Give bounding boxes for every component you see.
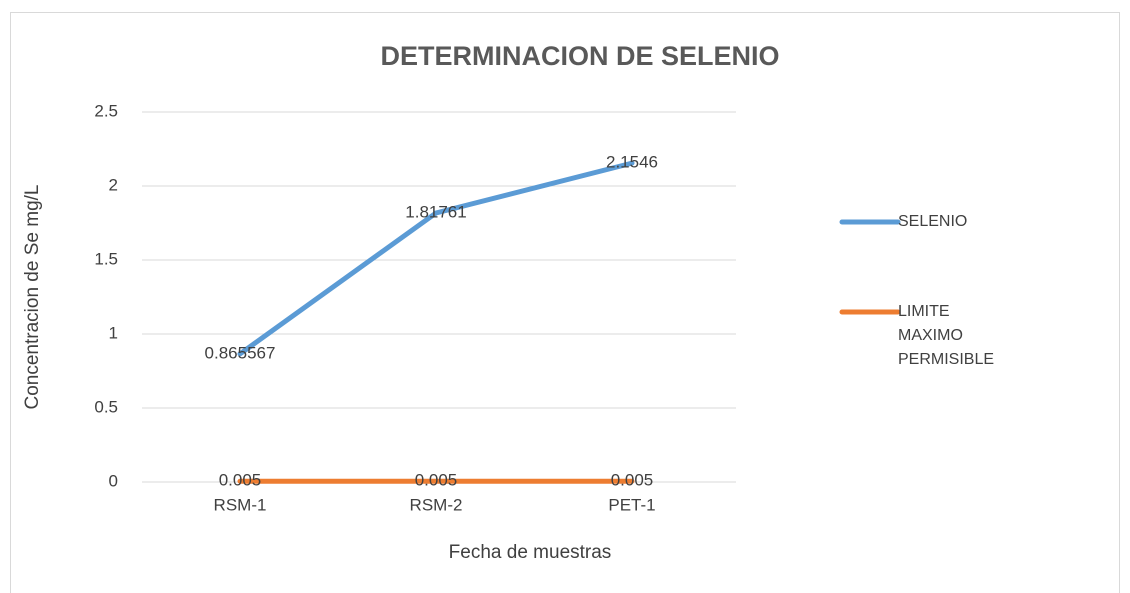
data-label: 1.81761 (405, 202, 466, 221)
y-tick-label: 1 (109, 323, 118, 342)
x-axis-label: Fecha de muestras (449, 542, 612, 563)
legend-label: SELENIO (898, 213, 968, 230)
x-tick-label: PET-1 (608, 495, 655, 514)
y-tick-label: 2.5 (94, 101, 118, 120)
data-label: 0.865567 (205, 343, 276, 362)
data-label: 0.005 (219, 471, 262, 490)
data-line (237, 160, 635, 357)
y-tick-label: 2 (109, 175, 118, 194)
legend-label: LIMITE MAXIMO PERMISIBLE (898, 303, 995, 368)
y-axis-label: Concentracion de Se mg/L (22, 185, 43, 410)
chart-title: DETERMINACION DE SELENIO (380, 41, 779, 71)
data-label: 0.005 (611, 471, 654, 490)
chart-border (10, 12, 1120, 593)
data-label: 2.1546 (606, 153, 658, 172)
x-tick-label: RSM-2 (410, 495, 463, 514)
x-tick-label: RSM-1 (214, 495, 267, 514)
data-label: 0.005 (415, 471, 458, 490)
y-tick-label: 0 (109, 471, 118, 490)
y-tick-label: 0.5 (94, 397, 118, 416)
y-tick-label: 1.5 (94, 249, 118, 268)
